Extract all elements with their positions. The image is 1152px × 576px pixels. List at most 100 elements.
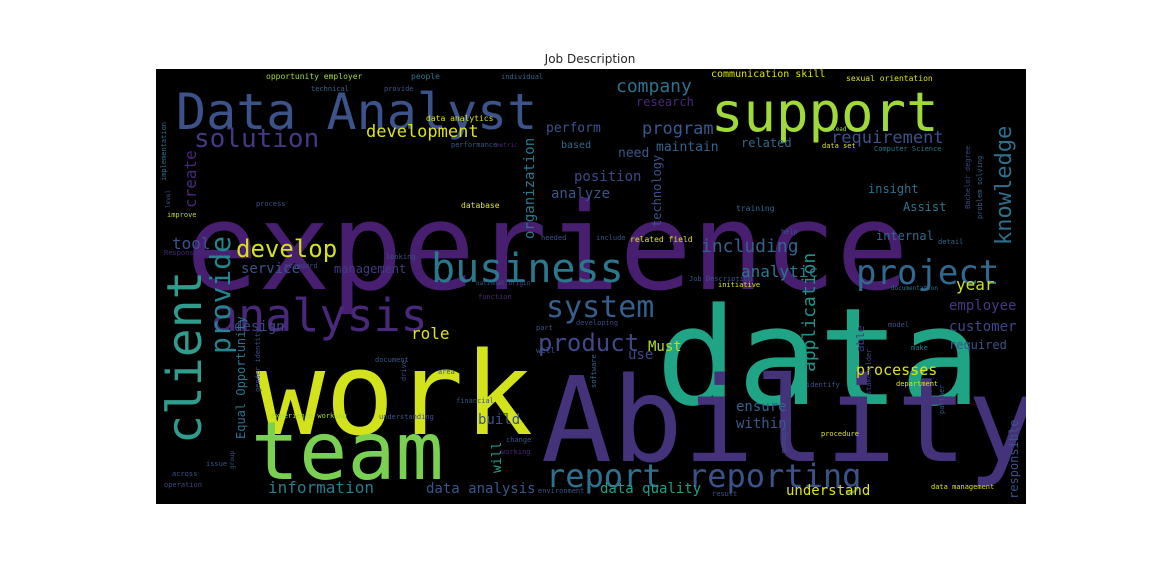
cloud-word: metric [496,142,518,149]
cloud-word: solution [194,124,319,154]
cloud-word: experience [186,179,908,318]
cloud-word: tool [172,234,211,253]
cloud-word: product [538,329,639,357]
cloud-word: Must [648,339,682,355]
cloud-word: needed [541,234,566,242]
cloud-word: development [366,122,479,142]
cloud-word: need [618,146,649,161]
cloud-word: make [911,344,928,352]
cloud-word: data quality [600,481,701,497]
cloud-word: perform [546,121,601,136]
cloud-word: requirement [831,128,944,148]
cloud-word: sexual orientation [846,74,933,83]
cloud-word: identify [806,381,840,389]
cloud-word: Responsibilities [164,249,231,257]
cloud-word: able [854,326,867,353]
cloud-word: program [642,119,714,139]
cloud-word: detail [938,238,963,246]
cloud-word: data analytics [426,114,494,123]
cloud-word: partner [938,384,946,414]
cloud-word: knowledge [992,126,1017,245]
cloud-word: will [490,442,505,473]
cloud-word: developing [576,319,618,327]
cloud-word: within [736,416,787,432]
cloud-word: Assist [903,200,946,214]
cloud-word: related [741,136,792,150]
cloud-word: area [438,368,455,376]
cloud-word: ensure [736,399,787,415]
cloud-word: technical [311,85,349,93]
cloud-word: well [536,346,555,355]
cloud-word: standard [284,262,318,270]
cloud-word: across [172,470,197,478]
cloud-word: design [234,319,285,335]
cloud-word: develop [236,235,337,263]
cloud-word: organization [522,138,538,239]
cloud-word: service [241,261,300,277]
cloud-word: employee [949,298,1016,314]
cloud-word: data set [822,142,856,150]
cloud-word: issue [206,460,227,468]
cloud-word: initiative [718,281,760,289]
cloud-word: data [656,279,981,436]
cloud-word: information [268,478,374,497]
cloud-word: individual [501,73,543,81]
cloud-word: procedure [821,430,859,438]
cloud-word: required [949,338,1007,352]
cloud-word: communication skill [711,69,825,80]
chart-title: Job Description [544,52,636,66]
cloud-word: application [799,253,820,372]
cloud-word: people [411,72,440,81]
cloud-word: part [536,324,553,332]
cloud-word: drive [400,360,408,381]
cloud-word: create [181,150,200,208]
cloud-word: year [956,275,995,294]
cloud-word: technology [650,155,664,227]
cloud-word: database [461,201,500,210]
cloud-word: working [501,448,531,456]
cloud-word: research [636,95,694,109]
cloud-word: Data Analyst [176,83,537,141]
cloud-word: support [711,81,939,144]
cloud-word: include [596,234,626,242]
cloud-word: national origin [476,280,531,287]
cloud-word: company [616,76,692,97]
cloud-word: analysis [211,289,428,342]
cloud-word: maintain [656,140,719,155]
cloud-word: stakeholder [865,349,873,395]
cloud-word: based [561,140,591,151]
cloud-word: Ability [541,351,1026,489]
cloud-word: team [251,405,444,498]
cloud-word: role [411,324,450,343]
cloud-word: insight [868,182,919,196]
cloud-word: manage [780,428,788,453]
cloud-word: business [431,246,624,292]
cloud-word: management [334,262,406,276]
cloud-word: result [712,490,737,498]
cloud-word: internal [876,229,934,243]
cloud-word: understand [786,483,870,499]
cloud-word: customer [949,319,1016,335]
cloud-word: process [256,200,286,208]
cloud-word: position [574,169,641,185]
cloud-word: looking [386,253,416,261]
cloud-word: client [157,271,213,444]
cloud-word: understanding [379,413,434,421]
cloud-word: documentation [891,285,938,292]
cloud-word: Bachelor degree [964,146,972,209]
cloud-word: build [478,412,520,428]
cloud-word: analytic [741,262,818,281]
cloud-word: opportunity employer [266,72,363,81]
cloud-word: model [888,321,909,329]
cloud-word: including [701,236,799,257]
word-cloud: experience data work Ability team Data Analys… [156,69,1026,504]
cloud-word: use [628,347,653,363]
cloud-word: experience working [271,412,347,420]
cloud-word: department [896,380,938,388]
cloud-word: financial [456,397,494,405]
cloud-word: gender identity [254,329,262,392]
cloud-word: system [546,290,654,325]
cloud-word: help [781,228,798,236]
cloud-word: level [165,190,172,208]
